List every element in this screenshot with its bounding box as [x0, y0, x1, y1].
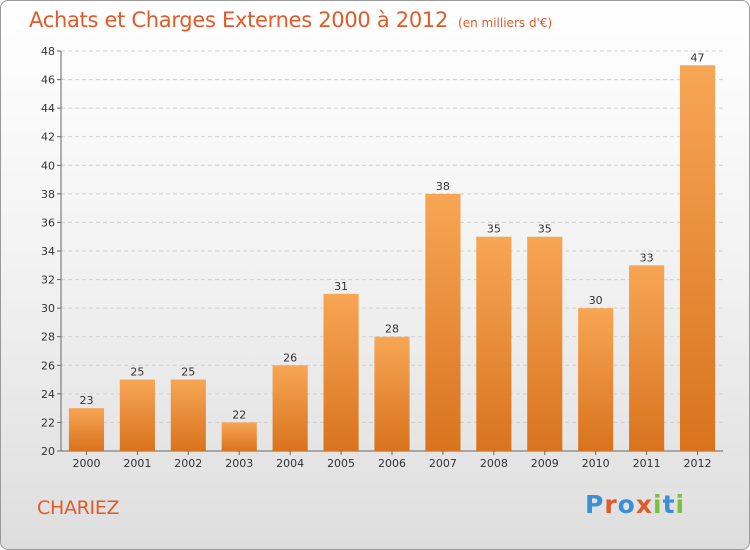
unit-label: (en milliers d'€): [458, 16, 553, 30]
bar-value-label: 33: [640, 251, 654, 264]
x-tick-label: 2009: [531, 457, 559, 470]
bar: [374, 336, 410, 451]
bar: [170, 379, 206, 451]
y-tick-label: 34: [41, 245, 55, 258]
y-tick-label: 38: [41, 188, 55, 201]
y-tick-label: 46: [41, 74, 55, 87]
y-tick-label: 48: [41, 45, 55, 58]
y-tick-label: 30: [41, 302, 55, 315]
bar: [119, 379, 155, 451]
x-tick-label: 2003: [225, 457, 253, 470]
logo-letter: r: [604, 490, 618, 519]
logo-letter: t: [662, 490, 676, 519]
x-tick-label: 2011: [633, 457, 661, 470]
y-tick-label: 40: [41, 159, 55, 172]
bar-value-label: 23: [79, 394, 93, 407]
bar: [476, 236, 512, 451]
bar-value-label: 47: [691, 51, 705, 64]
bar: [68, 408, 105, 451]
logo-letter: o: [617, 490, 636, 519]
y-tick-label: 28: [41, 331, 55, 344]
x-tick-label: 2004: [276, 457, 304, 470]
x-tick-label: 2012: [684, 457, 712, 470]
bar-value-label: 28: [385, 323, 399, 336]
x-tick-label: 2006: [378, 457, 406, 470]
bars: [68, 65, 716, 452]
bar: [323, 293, 359, 451]
bar-value-label: 35: [538, 223, 552, 236]
bar-value-label: 35: [487, 223, 501, 236]
x-tick-label: 2008: [480, 457, 508, 470]
logo-letter: i: [675, 490, 686, 519]
bar-value-label: 31: [334, 280, 348, 293]
location-name: CHARIEZ: [37, 497, 120, 519]
y-tick-label: 22: [41, 416, 55, 429]
bar: [578, 308, 614, 451]
bar: [679, 65, 716, 452]
y-tick-label: 44: [41, 102, 55, 115]
logo-letter: i: [653, 490, 663, 519]
y-tick-label: 42: [41, 131, 55, 144]
bar-value-label: 38: [436, 180, 450, 193]
y-tick-label: 26: [41, 359, 55, 372]
bar: [425, 193, 461, 451]
y-tick-label: 36: [41, 216, 55, 229]
chart-title: Achats et Charges Externes 2000 à 2012: [29, 8, 449, 32]
x-tick-label: 2000: [72, 457, 100, 470]
proxiti-logo: Proxiti: [585, 490, 685, 519]
logo-letter: P: [585, 490, 605, 519]
bar: [527, 236, 563, 451]
bar-value-label: 25: [181, 366, 195, 379]
labels: 20 22 24 26 28 30 32 34 36 38 40 42 44 46 48 23 2000 25 20…: [41, 45, 712, 470]
x-tick-label: 2001: [123, 457, 151, 470]
chart-title-block: Achats et Charges Externes 2000 à 2012 (e…: [29, 8, 552, 32]
x-tick-label: 2002: [174, 457, 202, 470]
y-tick-label: 20: [41, 445, 55, 458]
y-tick-label: 24: [41, 388, 55, 401]
x-tick-label: 2005: [327, 457, 355, 470]
bar-value-label: 22: [232, 408, 246, 421]
logo-letter: x: [635, 490, 653, 519]
bar-value-label: 25: [130, 366, 144, 379]
bar-value-label: 26: [283, 351, 297, 364]
bar: [221, 422, 257, 451]
y-tick-label: 32: [41, 274, 55, 287]
x-tick-label: 2007: [429, 457, 457, 470]
bar-value-label: 30: [589, 294, 603, 307]
bar: [272, 365, 308, 451]
bar: [629, 265, 665, 451]
x-tick-label: 2010: [582, 457, 610, 470]
